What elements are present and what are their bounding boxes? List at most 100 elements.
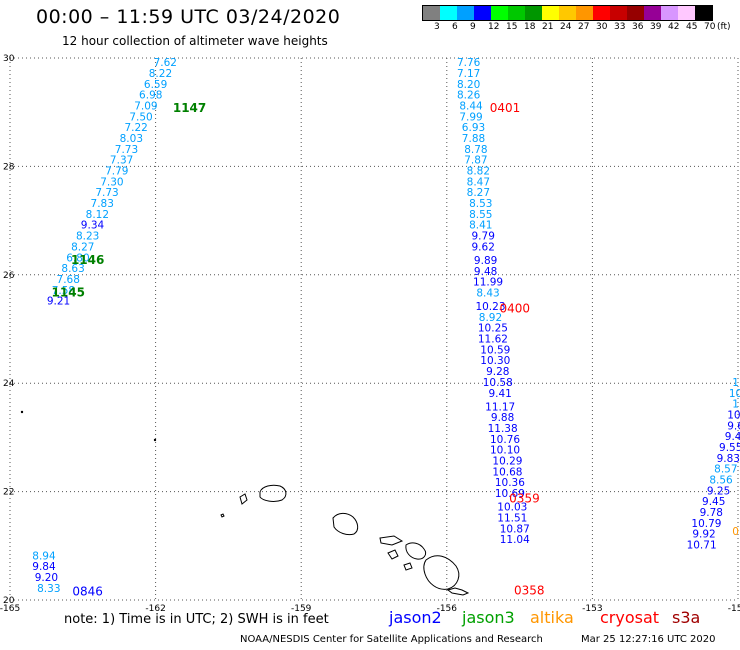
wave-height-value: 1 bbox=[732, 399, 739, 411]
island-hawaii bbox=[423, 555, 460, 590]
color-scale-label: 27 bbox=[578, 22, 590, 32]
wave-height-value: 10.79 bbox=[691, 518, 721, 530]
wave-height-value: 7.37 bbox=[110, 155, 133, 167]
footnote: note: 1) Time is in UTC; 2) SWH is in fe… bbox=[64, 612, 329, 627]
color-swatch bbox=[440, 6, 457, 20]
map-grid bbox=[9, 57, 739, 601]
wave-height-value: 9.34 bbox=[81, 220, 105, 232]
color-scale-label: 21 bbox=[542, 22, 554, 32]
color-scale-bar bbox=[422, 5, 713, 21]
wave-height-value: 6.59 bbox=[144, 79, 167, 91]
color-scale-label: 42 bbox=[668, 22, 680, 32]
color-scale-label: 24 bbox=[560, 22, 572, 32]
color-swatch bbox=[644, 6, 661, 20]
wave-height-value: 10.29 bbox=[492, 456, 522, 468]
color-scale-label: 18 bbox=[524, 22, 536, 32]
island-niihau bbox=[239, 493, 248, 505]
wave-height-value: 10 bbox=[729, 388, 740, 400]
wave-height-value: 7.17 bbox=[457, 68, 480, 80]
wave-height-value: 9.89 bbox=[474, 255, 497, 267]
wave-height-value: 8.63 bbox=[61, 263, 84, 275]
wave-height-value: 8.55 bbox=[469, 209, 492, 221]
wave-height-value: 7.73 bbox=[115, 144, 138, 156]
color-scale-labels: 3 6 9 12 15 18 21 24 27 30 33 36 39 42 45 70 (ft) bbox=[422, 22, 734, 34]
wave-height-value: 10.69 bbox=[495, 488, 525, 500]
wave-height-value: 8.92 bbox=[479, 312, 502, 324]
wave-height-value: 10.10 bbox=[490, 445, 520, 457]
color-swatch bbox=[474, 6, 491, 20]
lat-tick-label: 20 bbox=[3, 596, 15, 606]
wave-height-value: 8.78 bbox=[464, 144, 487, 156]
wave-height-value: 7.76 bbox=[457, 57, 481, 69]
wave-height-value: 9.84 bbox=[32, 561, 56, 573]
pass-time-label: 1146 bbox=[71, 253, 104, 267]
wave-height-value: 10.87 bbox=[500, 523, 530, 535]
wave-height-value: 7.88 bbox=[462, 133, 485, 145]
color-swatch bbox=[457, 6, 474, 20]
wave-height-value: 6.98 bbox=[139, 90, 162, 102]
pass-time-label: 0359 bbox=[509, 491, 540, 505]
wave-height-value: 8.23 bbox=[76, 231, 99, 243]
color-swatch bbox=[610, 6, 627, 20]
island-small-2 bbox=[446, 587, 470, 596]
satellite-legend-jason3: jason3 bbox=[462, 608, 515, 627]
wave-height-value: 9.48 bbox=[474, 266, 497, 278]
wave-height-value: 8.57 bbox=[714, 464, 737, 476]
wave-height-value: 8.94 bbox=[32, 550, 56, 562]
wave-height-value: 11.04 bbox=[500, 534, 530, 546]
wave-height-value: 8.44 bbox=[459, 100, 483, 112]
color-scale-label: 33 bbox=[614, 22, 626, 32]
color-scale-label: 15 bbox=[506, 22, 518, 32]
pass-time-label: 0400 bbox=[499, 302, 530, 316]
wave-height-value: 9.62 bbox=[472, 241, 495, 253]
color-swatch bbox=[559, 6, 576, 20]
wave-height-value: 8.12 bbox=[86, 209, 109, 221]
wave-height-value: 8.27 bbox=[71, 241, 94, 253]
wave-height-value: 8.47 bbox=[467, 176, 490, 188]
pass-time-label: 1147 bbox=[173, 101, 206, 115]
wave-height-value: 8.53 bbox=[469, 198, 492, 210]
wave-height-value: 9.25 bbox=[707, 485, 730, 497]
wave-height-value: 10.59 bbox=[480, 344, 510, 356]
lon-tick-label: -156 bbox=[437, 604, 458, 614]
island-oahu bbox=[332, 512, 359, 536]
wave-height-value: 10. bbox=[727, 409, 740, 421]
track-altika: 0 bbox=[732, 526, 739, 538]
lat-tick-label: 22 bbox=[3, 488, 14, 498]
wave-height-value: 7.09 bbox=[134, 100, 157, 112]
wave-height-value: 7.62 bbox=[154, 57, 177, 69]
page-title: 00:00 – 11:59 UTC 03/24/2020 bbox=[36, 6, 341, 28]
satellite-legend-s3a: s3a bbox=[672, 608, 701, 627]
wave-height-value: 9.41 bbox=[488, 388, 511, 400]
island-kahoolawe bbox=[403, 562, 413, 571]
color-swatch bbox=[661, 6, 678, 20]
wave-height-value: 9.88 bbox=[491, 412, 514, 424]
color-swatch bbox=[678, 6, 695, 20]
wave-height-value: 8.56 bbox=[709, 474, 733, 486]
island-maui bbox=[405, 542, 427, 560]
wave-height-value: 10.30 bbox=[480, 355, 510, 367]
wave-height-value: 9.78 bbox=[700, 507, 723, 519]
color-scale-label: 39 bbox=[650, 22, 662, 32]
wave-height-value: 6.80 bbox=[66, 252, 89, 264]
track-jason2-east: 110110.9.69.49.559.838.578.569.259.459.7… bbox=[687, 377, 740, 552]
wave-height-value: 1 bbox=[732, 377, 739, 389]
track-cryosat: 7.767.178.208.268.447.996.937.888.787.87… bbox=[457, 57, 545, 597]
wave-height-value: 10.71 bbox=[687, 540, 717, 552]
track-jason2: 8.949.849.208.33 0846 bbox=[32, 550, 103, 598]
wave-height-value: 10.03 bbox=[497, 502, 527, 514]
island-lanai bbox=[387, 549, 399, 560]
lat-tick-label: 26 bbox=[3, 271, 15, 281]
wave-height-value: 8.20 bbox=[457, 79, 480, 91]
color-swatch bbox=[593, 6, 610, 20]
wave-height-value: 9.83 bbox=[717, 453, 740, 465]
wave-height-value: 11.51 bbox=[497, 512, 527, 524]
pass-time-label: 0401 bbox=[490, 101, 521, 115]
pass-time-label: 1145 bbox=[52, 285, 85, 299]
island-molokai bbox=[379, 535, 404, 546]
satellite-legend-cryosat: cryosat bbox=[600, 608, 660, 627]
wave-height-value: 10.25 bbox=[478, 323, 508, 335]
wave-height-value: 8.33 bbox=[37, 583, 60, 595]
color-scale-label: 6 bbox=[452, 22, 458, 32]
lon-tick-label: -165 bbox=[0, 604, 20, 614]
